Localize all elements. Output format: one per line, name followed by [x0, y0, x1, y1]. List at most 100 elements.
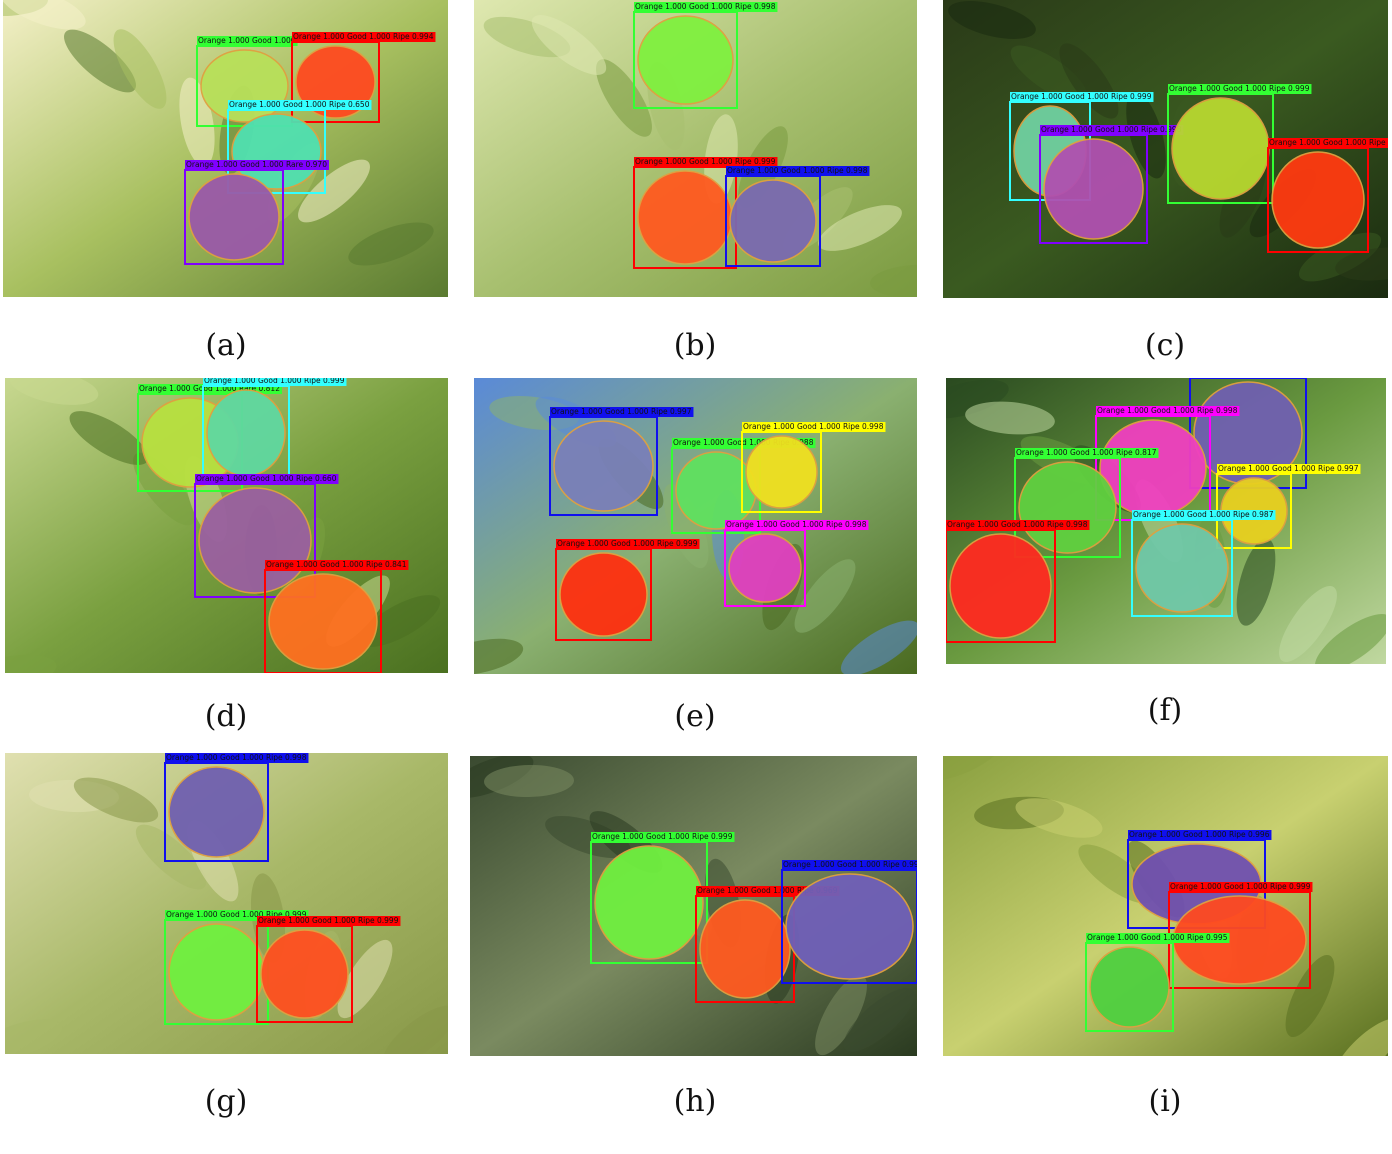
fruit — [785, 873, 914, 980]
fruit — [1018, 461, 1117, 554]
label-bar — [634, 2, 778, 12]
fruit — [268, 573, 378, 670]
leaf — [870, 264, 917, 297]
label-bar — [292, 32, 436, 42]
panel: Orange 1.000 Good 1.000 Ripe 0.998Orange… — [474, 0, 917, 363]
photo: Orange 1.000 Good 1.000 Ripe 0.998Orange… — [5, 753, 448, 1054]
leaf — [135, 824, 207, 890]
leaf — [531, 15, 607, 75]
label-bar — [1010, 92, 1154, 102]
leaf — [359, 595, 441, 647]
leaf — [3, 0, 86, 30]
leaf — [965, 401, 1055, 435]
detection-label: Orange 1.000 Good 1.000 Ripe 0.998 — [743, 422, 884, 431]
leaf — [1335, 247, 1388, 281]
label-bar — [1268, 138, 1388, 148]
leaf — [474, 638, 524, 674]
label-bar — [725, 520, 869, 530]
label-bar — [1096, 406, 1240, 416]
label-bar — [556, 539, 700, 549]
caption: (b) — [674, 328, 717, 363]
label-bar — [185, 160, 329, 170]
detection-label: Orange 1.000 Good 1.000 Ripe 0.817 — [1016, 448, 1157, 457]
panel: Orange 1.000 Good 1.000 Orange 1.000 Good… — [3, 0, 448, 363]
leaf — [794, 559, 856, 633]
label-bar — [257, 916, 401, 926]
detection-label: Orange 1.000 Good 1.000 Ripe 0.998 — [1041, 125, 1182, 134]
caption: (d) — [205, 699, 248, 734]
panel: Orange 1.000 Good 1.000 Ripe 0.997 Orange… — [474, 378, 917, 734]
detection-label: Orange 1.000 Good 1.000 Ripe 0.999 — [557, 539, 698, 548]
leaf — [133, 452, 195, 526]
fruit — [188, 173, 280, 261]
fruit — [559, 552, 648, 637]
leaf — [815, 974, 867, 1056]
leaf — [1015, 798, 1103, 838]
detection-label: Orange 1.000 Good 1.000 Ripe 0.997 — [1218, 464, 1359, 473]
detection-label: Orange 1.000 Good 1.000 Ripe 0.998 — [635, 2, 776, 11]
fruit — [637, 170, 733, 265]
detection-label: Orange 1.000 Good 1.000 Ripe 0.998 — [726, 520, 867, 529]
label-bar — [197, 36, 298, 46]
detection-label: Orange 1.000 Good 1.000 Ripe 0.997 — [551, 407, 692, 416]
label-bar — [165, 753, 309, 763]
fruit — [168, 923, 265, 1021]
leaf — [840, 620, 917, 674]
leaf — [1279, 586, 1337, 662]
fruit — [637, 15, 734, 105]
leaf — [484, 764, 574, 798]
label-bar — [1168, 84, 1312, 94]
fruit — [198, 487, 312, 594]
photo: Orange 1.000 Good 1.000 Orange 1.000 Good… — [3, 0, 448, 297]
label-bar — [782, 860, 917, 870]
leaf — [5, 1019, 63, 1054]
photo: Orange 1.000 Good 1.000 Ripe 0.998Orange… — [474, 0, 917, 297]
label-bar — [195, 474, 339, 484]
detection-label: Orange 1.000 Good 1.000 Ripe 0.988 — [673, 438, 814, 447]
detection-label: Orange 1.000 Good 1.000 Ripe 0.999 — [635, 157, 776, 166]
fruit — [1043, 138, 1144, 240]
leaf — [5, 654, 57, 673]
leaf — [298, 159, 370, 223]
leaf — [843, 988, 915, 1052]
panel: Orange 1.000 Good 1.000 Ripe 0.999 Orange… — [470, 756, 917, 1119]
label-bar — [550, 407, 694, 417]
detection-label: Orange 1.000 Good 1.000 Ripe 0.999 — [204, 376, 345, 385]
fruit — [1089, 946, 1170, 1028]
label-bar — [1190, 368, 1333, 378]
detection-label: Orange 1.000 Good 1.000 Ripe 0.650 — [229, 100, 370, 109]
detection-label: Orange 1.000 Good 1.000 Rare 0.812 — [139, 384, 280, 393]
detection-label: Orange 1.000 Good 1.000 Rare 0.970 — [186, 160, 327, 169]
photo: Orange 1.000 Good 1.000 Ripe 0.999 Orange… — [943, 0, 1388, 298]
detection-label: Orange 1.000 Good 1.000 Ripe 0.999 — [1170, 882, 1311, 891]
photo: Orange 1.000 Good 1.000 Ripe 0.997 Orange… — [946, 368, 1386, 664]
detection-label: Orange 1.000 Good 1.000 Ripe 0.996 — [1129, 830, 1270, 839]
fruit — [594, 845, 704, 960]
detection-label: Orange 1.000 Good 1.000 Ripe 0.999 — [1169, 84, 1310, 93]
leaf — [69, 411, 149, 465]
label-bar — [672, 438, 816, 448]
leaf — [383, 1005, 448, 1054]
detection-label: Orange 1.000 Good 1.000 Ripe 0.998 — [1097, 406, 1238, 415]
panel: Orange 1.000 Good 1.000 Ripe 0.998Orange… — [5, 753, 448, 1119]
panel: Orange 1.000 Good 1.000 Ripe 0.996 Orange… — [943, 756, 1388, 1119]
leaf — [1285, 954, 1335, 1038]
leaf — [1315, 614, 1386, 664]
leaf — [943, 756, 1004, 781]
leaf — [1010, 45, 1088, 103]
fruit — [745, 435, 818, 509]
caption: (e) — [674, 699, 715, 734]
detection-label: Orange 1.000 Good 1.000 Ripe 0.998 — [727, 166, 868, 175]
detection-label: Orange 1.000 Good 1.000 — [198, 36, 296, 45]
label-bar — [165, 910, 309, 920]
leaf — [818, 205, 902, 251]
panel: Orange 1.000 Good 1.000 Ripe 0.999 Orange… — [943, 0, 1388, 363]
detection-label: Orange 1.000 Good 1.000 Ripe 0.999 — [166, 910, 307, 919]
detection-label: Orange 1.000 Good 1.000 Ripe 0.998 — [947, 520, 1088, 529]
leaf — [64, 29, 136, 93]
label-bar — [726, 166, 870, 176]
label-bar — [742, 422, 886, 432]
label-bar — [946, 520, 1090, 530]
